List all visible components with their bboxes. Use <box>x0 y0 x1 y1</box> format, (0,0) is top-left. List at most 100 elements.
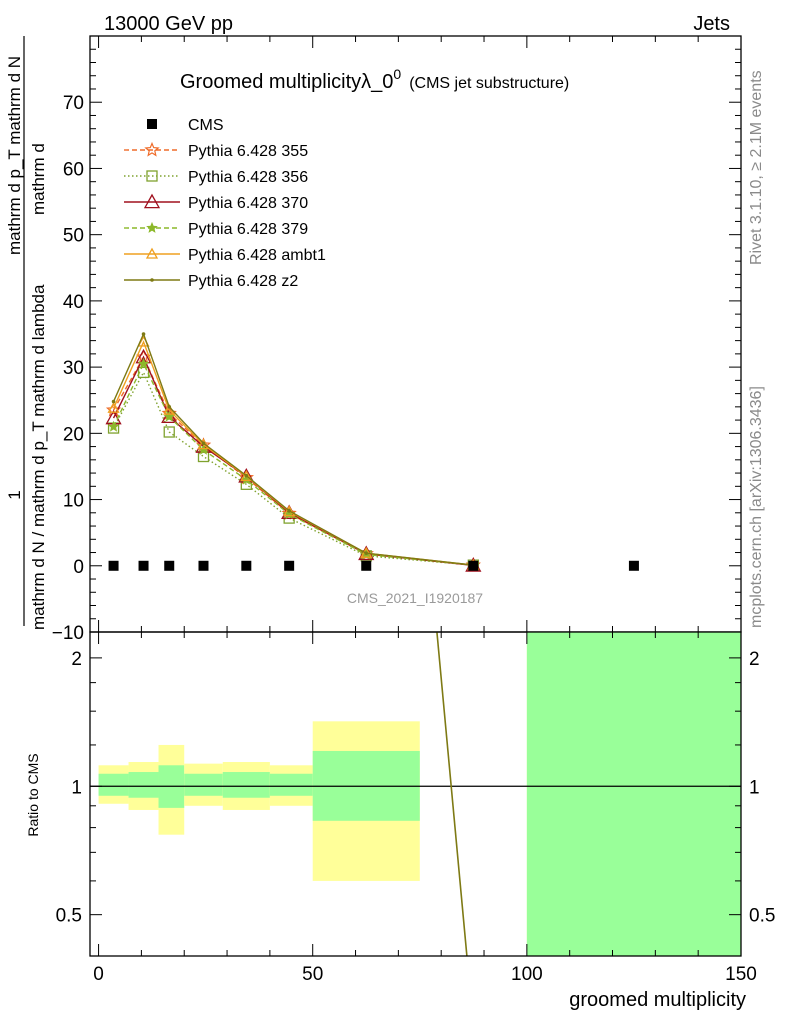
legend-entry-ambt1: Pythia 6.428 ambt1 <box>124 247 326 264</box>
series-line-p370 <box>112 355 474 567</box>
legend-marker-shape <box>146 170 158 182</box>
cms-point-shape <box>361 560 372 571</box>
energy-label: 13000 GeV pp <box>104 13 233 35</box>
chart-subtitle: (CMS jet substructure) <box>409 75 569 92</box>
legend-marker-shape <box>143 193 161 209</box>
series-point-z2 <box>111 399 116 404</box>
series-line-p379 <box>112 362 474 566</box>
series-point-z2 <box>244 473 249 478</box>
ratio-frame <box>89 631 742 957</box>
x-tick-label: 150 <box>725 964 757 985</box>
series-point-ambt1-shape <box>360 546 373 558</box>
cms-point <box>468 560 479 571</box>
legend-entry-z2: Pythia 6.428 z2 <box>124 273 298 290</box>
series-point-z2 <box>201 441 206 446</box>
series-point-z2-shape <box>201 441 206 446</box>
ratio-band-inner <box>222 772 270 798</box>
cms-point <box>284 560 295 571</box>
cms-point-shape <box>198 560 209 571</box>
cms-point <box>241 560 252 571</box>
series-point-ambt1 <box>107 401 120 413</box>
ratio-y-tick-label: 1 <box>749 777 760 798</box>
site-label: mcplots.cern.ch [arXiv:1306.3436] <box>748 386 765 628</box>
series-point-p379-shape <box>107 420 120 432</box>
legend-marker <box>144 141 160 157</box>
legend-label: Pythia 6.428 370 <box>188 195 308 212</box>
series-point-ambt1-shape <box>107 401 120 413</box>
series-point-ambt1 <box>360 546 373 558</box>
series-point-z2-shape <box>364 551 369 555</box>
legend-marker <box>150 278 154 282</box>
series-point-p356 <box>137 366 150 379</box>
series-point-ambt1-shape <box>240 470 253 482</box>
y-label-numerator: 1 <box>5 490 24 499</box>
x-tick-label: 100 <box>511 964 543 985</box>
series-point-z2 <box>167 405 172 409</box>
series-point-z2-shape <box>141 332 146 336</box>
ratio-y-tick-label: 1 <box>71 777 82 798</box>
series-point-p356-shape <box>163 426 175 438</box>
legend-marker-shape <box>147 119 157 129</box>
x-axis-label: groomed multiplicity <box>569 989 746 1011</box>
ratio-y-tick-label: 2 <box>71 649 82 670</box>
y-label-line3: mathrm d <box>29 143 48 215</box>
cms-point <box>198 560 209 571</box>
series-point-z2-shape <box>244 473 249 478</box>
cms-point <box>164 560 175 571</box>
series-point-ambt1-shape <box>197 438 210 450</box>
series-line-ambt1 <box>112 340 474 566</box>
chart-title-main: Groomed multiplicityλ_0 <box>180 71 393 93</box>
legend-marker-shape <box>145 247 159 259</box>
ratio-band-inner <box>128 772 159 798</box>
y-tick-label: 60 <box>63 159 84 180</box>
legend-entry-p356: Pythia 6.428 356 <box>124 169 308 186</box>
legend-label: Pythia 6.428 ambt1 <box>188 247 326 264</box>
cms-point-shape <box>284 560 295 571</box>
ratio-y-tick-label: 0.5 <box>749 906 775 927</box>
cms-point-shape <box>628 560 639 571</box>
y-tick-label: 10 <box>63 491 84 512</box>
analysis-id: CMS_2021_I1920187 <box>347 590 483 606</box>
y-axis-label-main: 1 mathrm d N / mathrm d p_T mathrm d lam… <box>5 36 48 630</box>
y-tick-label: 20 <box>63 424 84 445</box>
series-point-z2-shape <box>287 509 291 513</box>
ratio-band-inner <box>98 773 129 796</box>
ratio-panel: 0 50 100 150 0.5 0.5 1 1 2 2 <box>56 631 775 985</box>
ratio-band-inner <box>184 773 223 796</box>
rivet-label: Rivet 3.1.10, ≥ 2.1M events <box>748 70 765 265</box>
legend-marker-shape <box>146 221 158 233</box>
series-line-p355 <box>112 355 474 566</box>
ratio-series-line <box>436 631 468 957</box>
legend-marker <box>147 119 157 129</box>
category-label: Jets <box>693 13 730 35</box>
cms-point <box>628 560 639 571</box>
y-tick-label: 0 <box>73 557 84 578</box>
cms-point-shape <box>468 560 479 571</box>
y-tick-label: 50 <box>63 226 84 247</box>
series-point-ambt1 <box>283 505 296 517</box>
series-point-p379-shape <box>137 357 150 369</box>
legend-marker <box>143 193 161 209</box>
series-point-z2-shape <box>111 399 116 404</box>
legend-label: Pythia 6.428 379 <box>188 221 308 238</box>
legend-label: Pythia 6.428 z2 <box>188 273 298 290</box>
ratio-y-tick-label: 0.5 <box>56 906 82 927</box>
series-point-z2 <box>364 551 369 555</box>
ratio-y-tick-label: 2 <box>749 649 760 670</box>
series-point-ambt1-shape <box>283 505 296 517</box>
cms-point-shape <box>241 560 252 571</box>
legend-entry-cms: CMS <box>147 117 224 134</box>
legend-entry-p370: Pythia 6.428 370 <box>124 193 308 212</box>
y-label-line1: mathrm d N / mathrm d p_T mathrm d lambd… <box>29 284 48 630</box>
legend-label: Pythia 6.428 355 <box>188 143 308 160</box>
y-tick-label: 70 <box>63 93 84 114</box>
cms-point-shape <box>138 560 149 571</box>
cms-point <box>138 560 149 571</box>
chart-title: Groomed multiplicityλ_00 (CMS jet substru… <box>180 66 569 93</box>
y-label-line2: mathrm d p_T mathrm d N <box>5 56 24 255</box>
legend-entry-p355: Pythia 6.428 355 <box>124 141 308 160</box>
legend-marker-shape <box>150 278 154 282</box>
cms-point <box>108 560 119 571</box>
series-point-p379 <box>163 410 175 422</box>
